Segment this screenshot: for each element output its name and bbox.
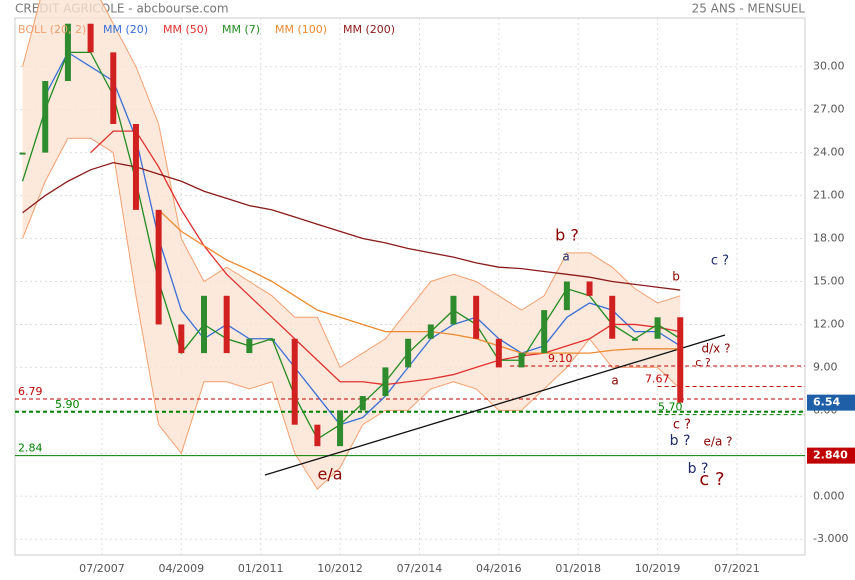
- x-tick-label: 01/2011: [238, 562, 284, 575]
- bollinger-fill: [22, 0, 681, 490]
- price-candle: [223, 295, 230, 354]
- price-candle: [246, 338, 253, 354]
- annotation: a: [611, 374, 618, 388]
- price-candle: [405, 338, 412, 368]
- price-candle: [427, 324, 434, 339]
- x-tick-label: 07/2021: [714, 562, 760, 575]
- y-tick-label: 27.00: [813, 103, 845, 116]
- level-label: 6.79: [18, 385, 43, 398]
- legend-entry: MM (50): [163, 23, 208, 36]
- legend-entry: BOLL (20, 2): [18, 23, 86, 36]
- price-candle: [518, 353, 525, 368]
- price-tag: [807, 394, 855, 411]
- x-tick-label: 04/2016: [476, 562, 522, 575]
- bollinger-upper: [22, 0, 681, 369]
- x-tick-label: 07/2007: [79, 562, 125, 575]
- price-candle: [178, 324, 185, 354]
- level-label: 5.70: [658, 401, 683, 414]
- price-candle: [586, 281, 593, 296]
- price-tag-label: 6.54: [813, 396, 840, 409]
- x-tick-label: 04/2009: [158, 562, 204, 575]
- annotation: c ?: [695, 356, 711, 369]
- price-candle: [87, 23, 94, 53]
- level-label: 2.84: [18, 442, 43, 455]
- x-tick-label: 10/2012: [317, 562, 363, 575]
- price-candle: [337, 410, 344, 447]
- annotation: c ?: [711, 254, 729, 269]
- annotation: b ?: [688, 461, 709, 477]
- annotation: a: [562, 250, 569, 264]
- annotation: d/x ?: [702, 342, 731, 356]
- y-tick-label: 12.00: [813, 317, 845, 330]
- x-tick-label: 01/2018: [555, 562, 601, 575]
- annotation: b ?: [670, 433, 691, 449]
- y-tick-label: 18.00: [813, 232, 845, 245]
- y-tick-label: 9.00: [813, 360, 838, 373]
- price-candle: [64, 23, 71, 82]
- price-candle: [631, 338, 638, 341]
- price-candle: [155, 209, 162, 325]
- ma-line: [44, 51, 681, 426]
- price-candle: [609, 295, 616, 339]
- ma-line: [22, 161, 681, 291]
- price-candle: [541, 310, 548, 354]
- price-candle: [563, 281, 570, 311]
- y-tick-label: -3.000: [813, 532, 848, 545]
- price-candle: [19, 152, 26, 155]
- level-label: 7.67: [645, 372, 670, 385]
- annotation: b ?: [555, 226, 579, 245]
- y-tick-label: 0.000: [813, 489, 845, 502]
- price-candle: [450, 295, 457, 325]
- price-candle: [654, 317, 661, 339]
- price-candle: [359, 396, 366, 411]
- chart-subtitle: 25 ANS - MENSUEL: [692, 2, 806, 16]
- y-tick-label: 15.00: [813, 274, 845, 287]
- annotation: c ?: [699, 469, 724, 490]
- y-tick-label: 30.00: [813, 60, 845, 73]
- trend-line: [264, 334, 726, 476]
- price-candle: [132, 123, 139, 210]
- price-candle: [473, 295, 480, 339]
- x-tick-label: 10/2019: [635, 562, 681, 575]
- price-candle: [110, 52, 117, 124]
- price-candle: [291, 338, 298, 425]
- ma-line: [21, 51, 681, 440]
- annotation: e/a ?: [704, 435, 733, 449]
- annotation: b: [672, 270, 680, 284]
- price-tag-label: 2.840: [813, 449, 848, 462]
- level-label: 9.10: [548, 352, 573, 365]
- y-tick-label: 21.00: [813, 189, 845, 202]
- ma-line: [158, 209, 681, 354]
- legend-entry: MM (7): [222, 23, 260, 36]
- level-label: 5.90: [55, 398, 80, 411]
- price-candle: [382, 367, 389, 397]
- price-tag: [807, 447, 855, 464]
- legend-entry: MM (20): [103, 23, 148, 36]
- x-tick-label: 07/2014: [397, 562, 443, 575]
- legend-entry: MM (200): [343, 23, 395, 36]
- price-candle: [495, 338, 502, 368]
- legend-entry: MM (100): [275, 23, 327, 36]
- annotation: c ?: [673, 418, 691, 433]
- price-candle: [42, 81, 49, 153]
- bollinger-lower: [22, 137, 681, 490]
- annotation: e/a: [317, 465, 342, 484]
- price-candle: [314, 424, 321, 447]
- price-candle: [269, 338, 276, 341]
- y-tick-label: 24.00: [813, 146, 845, 159]
- price-candle: [677, 317, 684, 403]
- price-candle: [200, 295, 207, 354]
